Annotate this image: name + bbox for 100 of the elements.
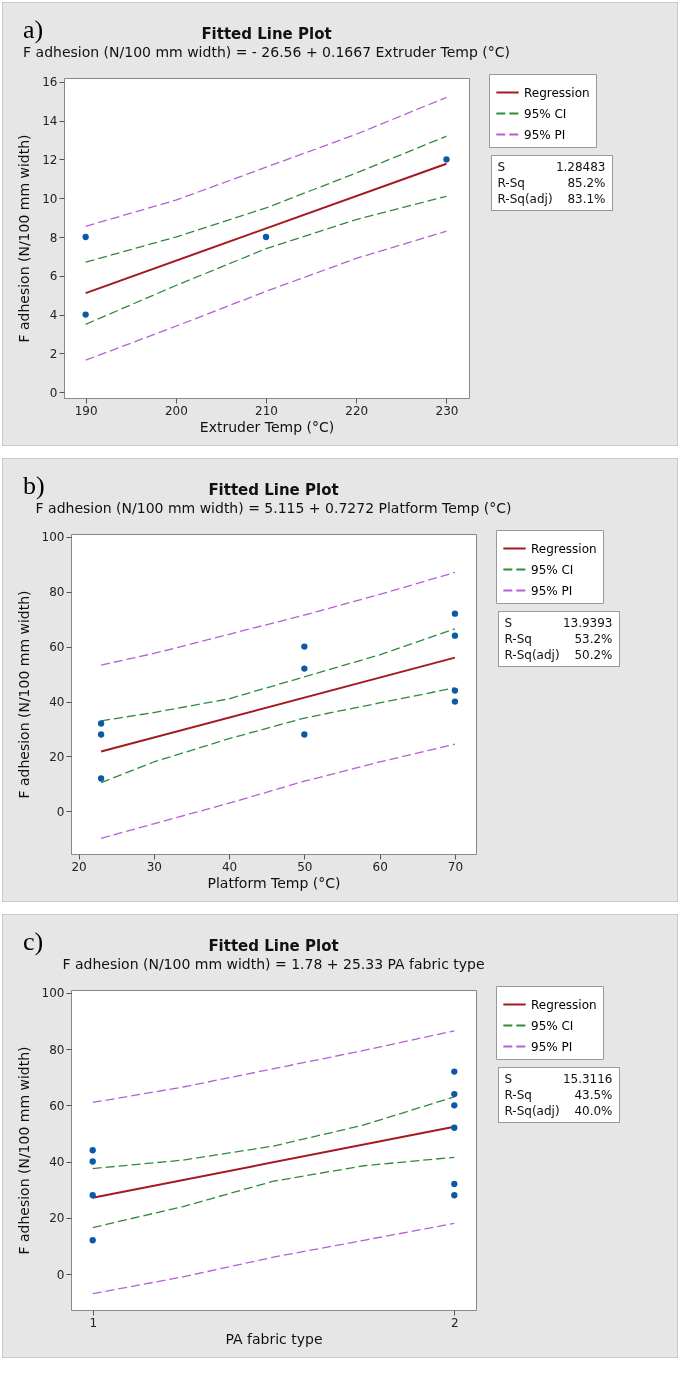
text: S — [504, 614, 513, 631]
y-tick-label: 20 — [49, 1211, 65, 1226]
line-series — [92, 1222, 455, 1295]
chart-title: Fitted Line Plot — [208, 480, 339, 499]
x-tick-label: 70 — [447, 859, 464, 874]
point — [82, 311, 89, 318]
point — [301, 665, 308, 672]
legend-label: 95% CI — [531, 1018, 574, 1033]
point — [451, 687, 459, 694]
chart-subtitle: F adhesion (N/100 mm width) = - 26.56 + 0.1667 Extruder Temp (°C) — [23, 43, 510, 60]
x-axis-title: Platform Temp (°C) — [207, 874, 341, 891]
y-tick-label: 40 — [49, 695, 65, 710]
x-tick-label: 60 — [372, 859, 388, 874]
y-tick-label: 8 — [49, 230, 58, 245]
point — [97, 731, 105, 738]
point — [97, 720, 105, 727]
point — [451, 610, 459, 617]
x-axis-title: Extruder Temp (°C) — [199, 418, 335, 435]
point — [451, 698, 459, 705]
text: 83.1% — [567, 190, 606, 207]
text: R-Sq(adj) — [504, 1102, 560, 1119]
point — [451, 1192, 458, 1199]
text: S — [504, 1070, 513, 1087]
point — [451, 1124, 458, 1131]
point — [451, 1090, 458, 1098]
y-tick-label: 14 — [42, 114, 58, 129]
point — [82, 233, 89, 241]
x-tick-label: 1 — [89, 1315, 98, 1330]
y-tick-label: 16 — [42, 75, 58, 90]
y-tick-label: 10 — [42, 191, 58, 206]
y-tick-label: 60 — [49, 1098, 65, 1113]
text: 13.9393 — [562, 614, 613, 631]
legend-label: 95% PI — [524, 127, 566, 142]
y-tick-label: 80 — [49, 585, 65, 600]
point — [262, 233, 270, 241]
x-tick-label: 210 — [255, 403, 278, 418]
legend-label: 95% PI — [531, 1039, 573, 1054]
chart-subtitle: F adhesion (N/100 mm width) = 5.115 + 0.7272 Platform Temp (°C) — [35, 499, 512, 516]
line-series — [100, 743, 456, 839]
text: c) — [23, 927, 44, 957]
point — [301, 731, 308, 738]
legend-label: 95% PI — [531, 583, 573, 598]
point — [89, 1192, 96, 1199]
x-tick-label: 50 — [297, 859, 313, 874]
y-axis-title: F adhesion (N/100 mm width) — [16, 134, 33, 343]
y-tick-label: 100 — [41, 530, 65, 545]
x-tick-label: 20 — [71, 859, 87, 874]
text: R-Sq(adj) — [504, 646, 560, 663]
y-tick-label: 0 — [56, 804, 65, 819]
y-tick-label: 60 — [49, 640, 65, 655]
text: S — [497, 158, 506, 175]
y-tick-label: 2 — [49, 346, 58, 361]
point — [451, 1180, 458, 1188]
line-series — [92, 1030, 455, 1104]
x-tick-label: 190 — [74, 403, 98, 418]
text: R-Sq — [497, 174, 525, 191]
text: 1.28483 — [555, 158, 606, 175]
text: a) — [23, 15, 44, 45]
x-tick-label: 40 — [221, 859, 238, 874]
point — [443, 156, 450, 163]
point — [89, 1147, 96, 1154]
legend-label: 95% CI — [524, 106, 567, 121]
x-tick-label: 30 — [146, 859, 162, 874]
y-tick-label: 100 — [41, 986, 65, 1001]
point — [89, 1237, 96, 1244]
x-axis-title: PA fabric type — [225, 1330, 323, 1347]
point — [301, 643, 308, 650]
legend-label: 95% CI — [531, 562, 574, 577]
y-tick-label: 40 — [49, 1155, 65, 1170]
text: R-Sq(adj) — [497, 190, 553, 207]
y-tick-label: 20 — [49, 749, 65, 764]
y-tick-label: 4 — [49, 308, 58, 323]
point — [451, 1068, 458, 1075]
text: 40.0% — [574, 1102, 613, 1119]
text: 50.2% — [574, 646, 613, 663]
y-tick-label: 12 — [42, 152, 58, 167]
point — [89, 1158, 96, 1165]
text: 85.2% — [567, 174, 606, 191]
chart-title: Fitted Line Plot — [201, 24, 332, 43]
chart-subtitle: F adhesion (N/100 mm width) = 1.78 + 25.33 PA fabric type — [62, 955, 485, 972]
y-tick-label: 0 — [49, 385, 58, 400]
line-series — [92, 1156, 455, 1229]
y-axis-title: F adhesion (N/100 mm width) — [15, 1046, 32, 1255]
y-tick-label: 0 — [56, 1267, 65, 1282]
line-series — [85, 135, 448, 263]
line-series — [85, 230, 448, 361]
legend-label: Regression — [531, 541, 597, 556]
line-series — [85, 195, 448, 325]
y-axis-title: F adhesion (N/100 mm width) — [15, 590, 32, 799]
point — [451, 1102, 458, 1109]
text: R-Sq — [504, 630, 532, 647]
x-tick-label: 230 — [435, 403, 459, 418]
legend-label: Regression — [531, 997, 597, 1012]
text: 53.2% — [574, 630, 613, 647]
text: 43.5% — [574, 1086, 613, 1103]
chart-title: Fitted Line Plot — [208, 936, 339, 955]
text: b) — [23, 471, 45, 501]
text: R-Sq — [504, 1086, 532, 1103]
line-series — [85, 96, 448, 228]
y-tick-label: 80 — [49, 1042, 65, 1057]
